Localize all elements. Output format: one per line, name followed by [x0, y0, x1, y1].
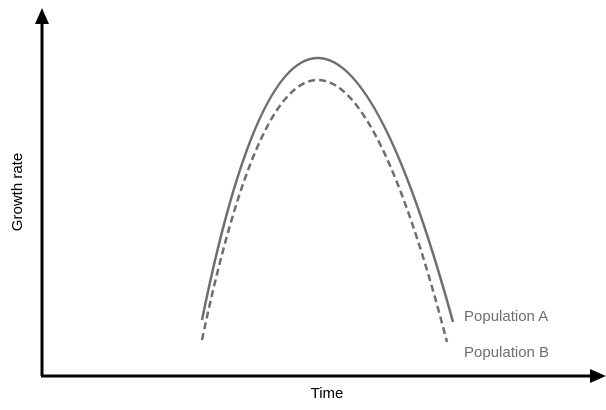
- curve-population-a: [200, 57, 455, 323]
- x-axis-arrow: [590, 369, 606, 383]
- curve-label: Population A: [464, 308, 548, 325]
- curve-label: Population B: [464, 344, 549, 361]
- x-axis-label: Time: [311, 385, 344, 402]
- y-axis-label: Growth rate: [9, 153, 26, 231]
- y-axis-arrow: [35, 8, 49, 24]
- curve-population-b: [200, 79, 449, 343]
